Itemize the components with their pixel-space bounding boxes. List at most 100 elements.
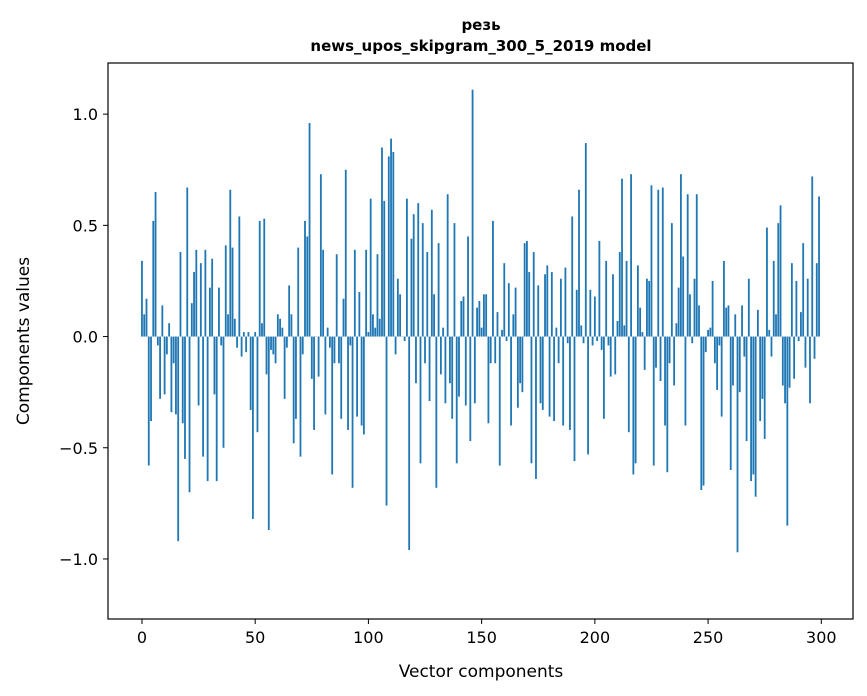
bar-263	[736, 336, 739, 553]
bar-224	[648, 280, 651, 337]
bar-261	[732, 336, 734, 386]
bar-88	[340, 336, 343, 419]
bar-207	[609, 336, 612, 377]
bar-110	[390, 138, 392, 337]
bar-138	[453, 223, 456, 337]
bar-68	[295, 336, 297, 419]
bar-175	[537, 285, 540, 337]
bar-155	[492, 220, 494, 337]
bar-173	[532, 252, 535, 337]
bar-121	[415, 336, 417, 384]
bar-73	[306, 236, 309, 337]
bar-176	[539, 336, 542, 404]
bar-282	[779, 205, 782, 337]
bar-28	[204, 249, 207, 337]
bar-236	[675, 323, 678, 337]
bar-252	[711, 280, 714, 337]
x-ticks-group: 0 50 100 150 200 250 300	[137, 619, 837, 647]
bar-266	[743, 336, 746, 357]
bar-298	[815, 263, 818, 337]
bar-150	[480, 327, 483, 337]
bar-21	[188, 336, 191, 493]
bar-280	[775, 314, 777, 337]
bar-148	[476, 307, 479, 337]
bar-126	[426, 252, 429, 337]
bar-61	[279, 318, 282, 337]
bar-209	[614, 336, 617, 375]
bar-8	[159, 336, 161, 399]
bar-249	[704, 336, 707, 353]
bar-212	[621, 178, 623, 337]
bar-269	[750, 336, 753, 482]
bar-139	[455, 336, 458, 464]
bar-157	[496, 312, 499, 337]
y-tick-label: −0.5	[59, 439, 98, 458]
bar-194	[580, 325, 583, 337]
bar-66	[290, 314, 293, 337]
bar-58	[272, 336, 275, 355]
bar-39	[229, 189, 232, 337]
bar-59	[274, 336, 277, 364]
bar-104	[376, 254, 379, 337]
bar-233	[668, 336, 671, 364]
bar-76	[313, 336, 315, 430]
bar-250	[707, 329, 709, 337]
bar-251	[709, 327, 712, 337]
bar-0	[141, 260, 143, 337]
bar-199	[591, 336, 594, 346]
bar-227	[655, 336, 657, 368]
y-ticks-group: −1.0 −0.5 0.0 0.5 1.0	[59, 105, 108, 569]
bar-36	[222, 336, 225, 448]
bar-81	[324, 336, 327, 415]
bar-248	[702, 336, 705, 486]
bar-274	[761, 336, 764, 399]
bar-286	[788, 336, 791, 388]
bar-270	[752, 336, 755, 475]
bar-260	[729, 336, 732, 470]
bar-26	[199, 263, 202, 337]
bar-188	[566, 336, 569, 344]
bar-16	[177, 336, 180, 542]
bar-20	[186, 187, 189, 337]
bar-271	[754, 336, 757, 497]
bar-33	[215, 336, 218, 482]
bar-154	[489, 336, 492, 364]
bar-146	[471, 89, 474, 337]
bar-181	[550, 272, 553, 337]
chart-subtitle: news_upos_skipgram_300_5_2019 model	[310, 37, 651, 55]
bar-120	[412, 214, 415, 337]
bar-189	[569, 336, 571, 430]
bar-127	[428, 336, 431, 402]
bar-12	[168, 323, 171, 337]
bar-160	[503, 263, 506, 337]
bar-295	[809, 336, 811, 404]
bar-210	[616, 320, 619, 337]
bar-117	[406, 198, 408, 337]
bar-78	[317, 336, 320, 377]
bar-215	[627, 336, 630, 433]
bar-162	[507, 283, 510, 337]
bar-195	[582, 336, 585, 344]
bar-246	[698, 305, 700, 337]
bar-243	[691, 336, 694, 344]
bar-137	[451, 336, 454, 419]
bar-294	[806, 278, 809, 337]
bar-45	[242, 332, 245, 337]
bar-193	[578, 189, 580, 337]
bar-242	[689, 294, 691, 337]
bar-132	[439, 336, 442, 375]
bar-147	[473, 336, 476, 404]
bar-108	[385, 336, 388, 506]
bar-267	[745, 336, 748, 442]
bar-182	[553, 336, 555, 422]
bar-44	[240, 336, 243, 357]
bar-113	[396, 278, 399, 337]
bar-278	[770, 336, 773, 357]
bar-151	[482, 294, 485, 337]
plot-frame	[107, 62, 854, 620]
bar-234	[670, 223, 673, 337]
bar-264	[738, 336, 741, 393]
bar-98	[362, 336, 365, 435]
bar-296	[811, 176, 814, 337]
